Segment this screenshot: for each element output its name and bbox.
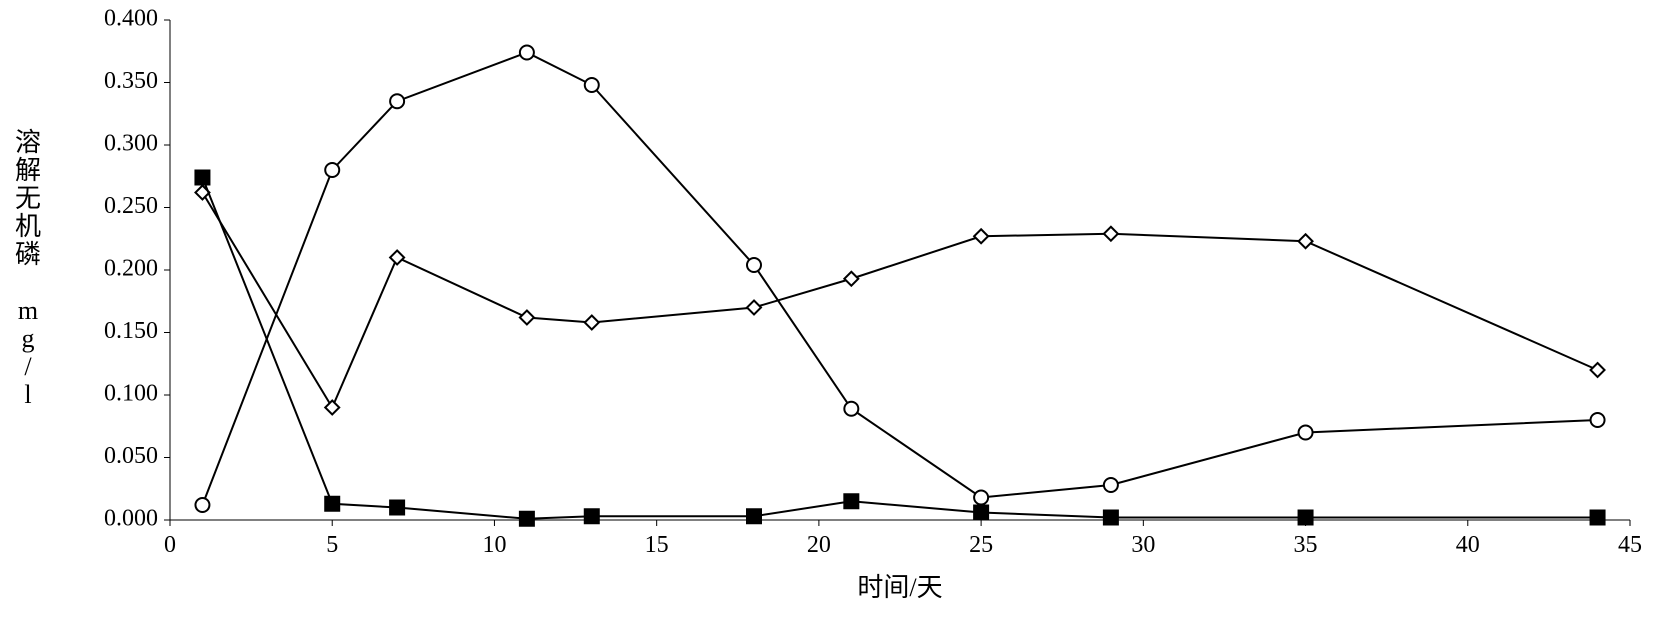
series-marker bbox=[325, 163, 339, 177]
series-marker bbox=[844, 402, 858, 416]
x-tick-label: 15 bbox=[645, 532, 669, 558]
series-marker bbox=[195, 171, 209, 185]
x-tick-label: 35 bbox=[1294, 532, 1318, 558]
series-marker bbox=[195, 498, 209, 512]
svg-text:无: 无 bbox=[15, 184, 41, 213]
y-tick-label: 0.000 bbox=[104, 506, 158, 532]
line-chart: 0.000 0.050 0.100 0.150 0.200 0.250 0.300 0.350… bbox=[0, 0, 1659, 620]
series-marker bbox=[1299, 426, 1313, 440]
series-marker bbox=[747, 509, 761, 523]
svg-text:/: / bbox=[24, 352, 32, 381]
svg-text:溶: 溶 bbox=[15, 128, 41, 157]
x-axis-label: 时间/天 bbox=[857, 573, 942, 602]
svg-text:m: m bbox=[18, 296, 38, 325]
x-tick-label: 10 bbox=[482, 532, 506, 558]
x-tick-label: 20 bbox=[807, 532, 831, 558]
series-marker bbox=[1299, 511, 1313, 525]
series-marker bbox=[585, 509, 599, 523]
svg-text:解: 解 bbox=[15, 156, 41, 185]
y-tick-label: 0.300 bbox=[104, 131, 158, 157]
series-marker bbox=[520, 46, 534, 60]
series-marker bbox=[1104, 511, 1118, 525]
series-marker bbox=[974, 491, 988, 505]
series-marker bbox=[390, 94, 404, 108]
svg-text:机: 机 bbox=[15, 212, 41, 241]
y-tick-label: 0.200 bbox=[104, 256, 158, 282]
series-marker bbox=[325, 497, 339, 511]
y-tick-label: 0.350 bbox=[104, 68, 158, 94]
svg-text:l: l bbox=[24, 380, 31, 409]
svg-text:g: g bbox=[22, 324, 35, 353]
y-tick-label: 0.150 bbox=[104, 318, 158, 344]
y-tick-label: 0.400 bbox=[104, 6, 158, 32]
series-marker bbox=[974, 506, 988, 520]
series-marker bbox=[747, 258, 761, 272]
series-marker bbox=[1104, 478, 1118, 492]
series-marker bbox=[390, 501, 404, 515]
x-tick-label: 45 bbox=[1618, 532, 1642, 558]
x-tick-label: 25 bbox=[969, 532, 993, 558]
x-tick-label: 5 bbox=[326, 532, 338, 558]
x-tick-label: 30 bbox=[1131, 532, 1155, 558]
series-marker bbox=[844, 494, 858, 508]
series-marker bbox=[520, 512, 534, 526]
x-tick-label: 0 bbox=[164, 532, 176, 558]
series-marker bbox=[585, 78, 599, 92]
x-tick-label: 40 bbox=[1456, 532, 1480, 558]
chart-container: 0.000 0.050 0.100 0.150 0.200 0.250 0.300 0.350… bbox=[0, 0, 1659, 620]
svg-text:磷: 磷 bbox=[15, 240, 41, 269]
series-marker bbox=[1591, 413, 1605, 427]
series-marker bbox=[1591, 511, 1605, 525]
y-tick-label: 0.250 bbox=[104, 193, 158, 219]
y-tick-label: 0.100 bbox=[104, 381, 158, 407]
y-tick-label: 0.050 bbox=[104, 443, 158, 469]
